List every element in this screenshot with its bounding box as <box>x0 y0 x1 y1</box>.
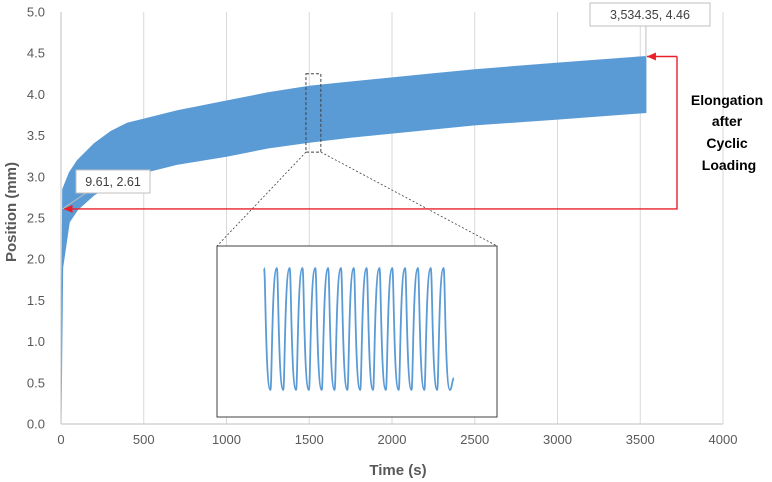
y-axis-title: Position (mm) <box>3 162 20 262</box>
elongation-label-line-1: Elongation <box>691 92 763 108</box>
x-tick-label: 3500 <box>626 432 655 447</box>
y-tick-label: 3.0 <box>27 169 45 184</box>
x-tick-label: 1500 <box>295 432 324 447</box>
x-axis-title: Time (s) <box>369 462 426 479</box>
y-tick-label: 1.0 <box>27 334 45 349</box>
x-tick-label: 0 <box>57 432 64 447</box>
data-callout-start: 9.61, 2.61 <box>62 169 151 210</box>
elongation-bracket-line <box>63 56 678 213</box>
y-tick-label: 0.0 <box>27 417 45 432</box>
x-tick-label: 4000 <box>709 432 738 447</box>
callout-start-text: 9.61, 2.61 <box>85 175 141 189</box>
zoom-connector-right <box>320 151 498 247</box>
elongation-label: Elongation after Cyclic Loading <box>691 92 767 173</box>
elongation-label-line-2: after <box>712 113 743 129</box>
zoom-connector-left <box>216 151 307 247</box>
y-tick-labels: 0.0 0.5 1.0 1.5 2.0 2.5 3.0 3.5 4.0 4.5 5.0 <box>27 5 45 432</box>
zoom-inset <box>216 245 498 418</box>
elongation-label-line-4: Loading <box>702 157 756 173</box>
y-tick-label: 2.0 <box>27 252 45 267</box>
y-tick-label: 3.5 <box>27 128 45 143</box>
y-tick-label: 4.5 <box>27 46 45 61</box>
y-tick-label: 4.0 <box>27 87 45 102</box>
callout-start-box <box>75 169 151 194</box>
y-tick-label: 0.5 <box>27 375 45 390</box>
callout-end-box <box>589 2 711 27</box>
y-tick-label: 5.0 <box>27 5 45 20</box>
data-callout-end: 3,534.35, 4.46 <box>589 2 711 57</box>
inset-frame <box>216 245 498 418</box>
zoom-window-box <box>305 73 322 153</box>
axes <box>60 12 723 425</box>
elongation-annotation: Elongation after Cyclic Loading <box>63 52 767 213</box>
x-tick-labels: 0 500 1000 1500 2000 2500 3000 3500 4000 <box>57 432 737 447</box>
x-tick-label: 2500 <box>460 432 489 447</box>
x-tick-label: 500 <box>133 432 155 447</box>
x-tick-label: 2000 <box>378 432 407 447</box>
x-tick-label: 1000 <box>212 432 241 447</box>
inset-waveform <box>263 267 455 391</box>
callout-end-text: 3,534.35, 4.46 <box>610 8 690 22</box>
y-tick-label: 1.5 <box>27 293 45 308</box>
y-tick-label: 2.5 <box>27 211 45 226</box>
x-tick-label: 3000 <box>543 432 572 447</box>
elongation-label-line-3: Cyclic <box>706 135 747 151</box>
callout-start-leader <box>62 192 87 210</box>
